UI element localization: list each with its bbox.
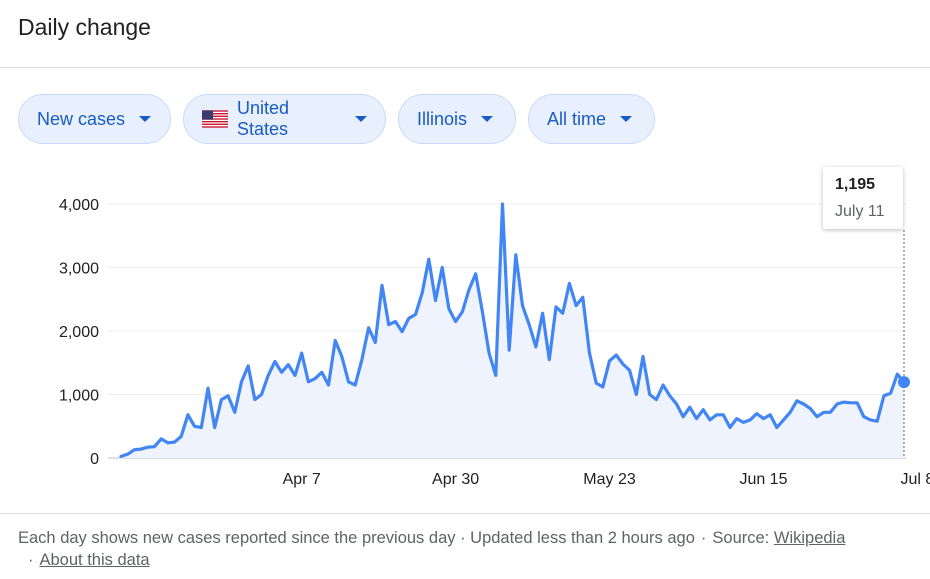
header-divider: [0, 67, 930, 68]
country-dropdown[interactable]: United States: [183, 94, 386, 144]
highlight-point: [898, 376, 910, 389]
about-data-link[interactable]: About this data: [39, 551, 150, 569]
x-tick-label: May 23: [583, 471, 636, 488]
x-tick-label: Apr 7: [283, 471, 321, 488]
region-dropdown-label: Illinois: [417, 108, 468, 129]
y-tick-label: 4,000: [59, 197, 99, 214]
x-tick-label: Apr 30: [432, 471, 479, 488]
separator: ·: [28, 551, 34, 569]
country-dropdown-label: United States: [236, 98, 290, 139]
wikipedia-link[interactable]: Wikipedia: [773, 529, 846, 547]
metric-dropdown-label: New cases: [37, 108, 126, 129]
x-tick-label: Jul 8: [900, 471, 930, 488]
metric-dropdown[interactable]: New cases: [18, 94, 171, 144]
chevron-down-icon: [355, 116, 367, 122]
chevron-down-icon: [620, 116, 633, 122]
y-tick-label: 1,000: [59, 388, 99, 405]
y-tick-label: 0: [90, 451, 99, 468]
y-tick-label: 2,000: [59, 324, 99, 341]
tooltip-date: July 11: [835, 203, 885, 220]
footer-divider: [0, 513, 930, 514]
chart-tooltip: 1,195 July 11: [823, 167, 903, 229]
chevron-down-icon: [481, 116, 494, 122]
source-label: Source:: [712, 529, 770, 547]
y-tick-label: 3,000: [59, 261, 99, 278]
daily-change-chart[interactable]: 0 1,000 2,000 3,000 4,000 Apr 7 Apr 30 May 23 Ju…: [0, 160, 930, 500]
range-dropdown[interactable]: All time: [528, 94, 655, 144]
region-dropdown[interactable]: Illinois: [398, 94, 516, 144]
x-tick-label: Jun 15: [739, 471, 787, 488]
footer: Each day shows new cases reported since …: [18, 527, 923, 571]
series-line: [119, 202, 906, 458]
series-area: [121, 204, 904, 458]
range-dropdown-label: All time: [547, 108, 607, 129]
us-flag-icon: [202, 110, 228, 128]
page-title: Daily change: [18, 14, 151, 40]
tooltip-value: 1,195: [835, 176, 876, 193]
chevron-down-icon: [139, 116, 152, 122]
separator: ·: [700, 529, 707, 547]
footer-note: Each day shows new cases reported since …: [18, 529, 695, 547]
